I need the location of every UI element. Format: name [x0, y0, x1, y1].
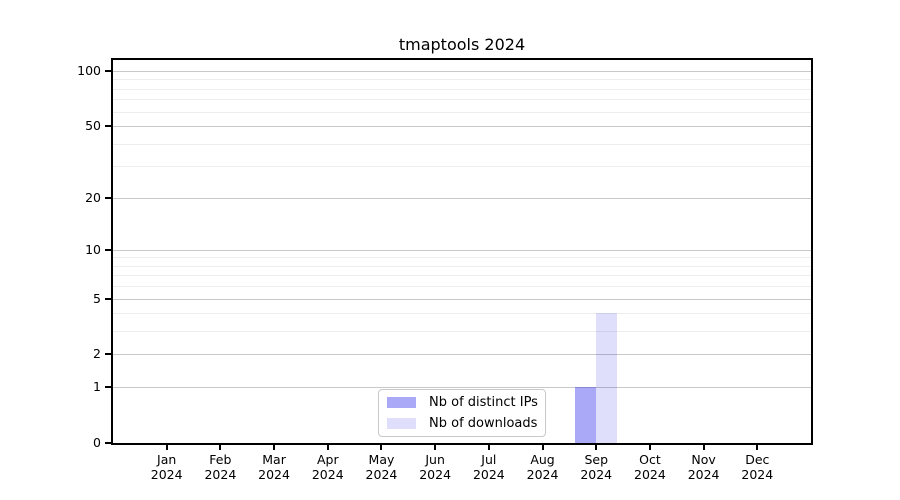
legend-item-1: Nb of downloads: [387, 415, 545, 432]
y-tick-50: [105, 125, 111, 128]
x-tick-3: [273, 445, 276, 450]
y-tick-label-10: 10: [85, 241, 101, 257]
major-gridline-100: [113, 71, 811, 72]
chart-title: tmaptools 2024: [398, 35, 526, 54]
minor-gridline-90: [113, 79, 811, 81]
y-tick-2: [105, 353, 111, 356]
x-tick-8: [541, 445, 544, 450]
x-tick-10: [648, 445, 651, 450]
y-tick-5: [105, 297, 111, 300]
x-tick-4: [326, 445, 329, 450]
x-tick-label-2: Feb 2024: [204, 452, 237, 482]
y-tick-10: [105, 248, 111, 251]
minor-gridline-40: [113, 143, 811, 145]
legend-label-1: Nb of downloads: [429, 416, 538, 431]
y-tick-20: [105, 196, 111, 199]
y-tick-0: [105, 442, 111, 444]
minor-gridline-30: [113, 166, 811, 168]
x-tick-7: [487, 445, 490, 450]
minor-gridline-4: [113, 313, 811, 315]
x-tick-12: [756, 445, 759, 450]
minor-gridline-60: [113, 111, 811, 113]
y-tick-label-0: 0: [93, 435, 101, 450]
x-tick-label-7: Jul 2024: [472, 452, 505, 482]
x-tick-label-8: Aug 2024: [526, 452, 559, 482]
major-gridline-1: [113, 387, 811, 389]
major-gridline-5: [113, 298, 811, 300]
minor-gridline-9: [113, 257, 811, 259]
legend-label-0: Nb of distinct IPs: [429, 395, 538, 410]
x-tick-9: [595, 445, 598, 450]
minor-gridline-3: [113, 331, 811, 333]
x-tick-5: [380, 445, 383, 450]
y-tick-100: [105, 70, 111, 72]
x-tick-label-9: Sep 2024: [580, 452, 613, 482]
major-gridline-10: [113, 249, 811, 251]
y-tick-label-2: 2: [93, 346, 101, 362]
bar-nb-of-distinct-ips-sep: [575, 387, 597, 443]
x-tick-1: [165, 445, 168, 450]
x-tick-11: [702, 445, 705, 450]
major-gridline-2: [113, 354, 811, 356]
x-tick-label-5: May 2024: [365, 452, 398, 482]
minor-gridline-8: [113, 265, 811, 267]
x-tick-label-10: Oct 2024: [634, 452, 666, 482]
x-tick-label-6: Jun 2024: [419, 452, 452, 482]
y-tick-label-5: 5: [93, 290, 101, 306]
y-tick-1: [105, 386, 111, 389]
legend: Nb of distinct IPs Nb of downloads: [378, 389, 546, 437]
x-tick-label-11: Nov 2024: [687, 452, 720, 482]
plot-frame: [111, 58, 813, 445]
y-tick-label-100: 100: [77, 63, 101, 78]
minor-gridline-80: [113, 88, 811, 90]
x-tick-label-1: Jan 2024: [150, 452, 183, 482]
legend-swatch-1: [387, 418, 416, 429]
y-tick-label-50: 50: [85, 118, 101, 134]
minor-gridline-7: [113, 275, 811, 277]
minor-gridline-70: [113, 99, 811, 101]
major-gridline-20: [113, 197, 811, 199]
x-tick-label-12: Dec 2024: [741, 452, 774, 482]
x-tick-label-3: Mar 2024: [258, 452, 290, 482]
y-tick-label-1: 1: [93, 379, 101, 395]
plot-area: [113, 60, 811, 443]
x-tick-2: [219, 445, 222, 450]
x-tick-label-4: Apr 2024: [311, 452, 344, 482]
x-tick-6: [434, 445, 437, 450]
major-gridline-50: [113, 126, 811, 128]
legend-swatch-0: [387, 397, 416, 408]
bar-nb-of-downloads-sep: [596, 313, 618, 443]
minor-gridline-6: [113, 286, 811, 288]
y-tick-label-20: 20: [85, 189, 101, 205]
legend-item-0: Nb of distinct IPs: [387, 394, 545, 411]
